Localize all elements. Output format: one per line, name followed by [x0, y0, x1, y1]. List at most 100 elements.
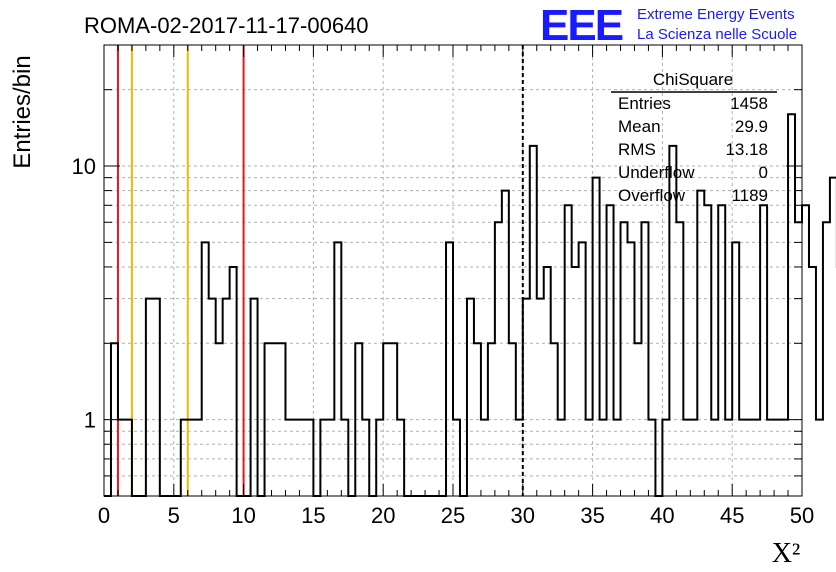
histogram-bin — [600, 420, 607, 496]
histogram-bin — [732, 242, 739, 496]
histogram-bin — [551, 343, 558, 496]
histogram-bin — [495, 222, 502, 496]
histogram-bin — [746, 420, 753, 496]
histogram-bin — [509, 343, 516, 496]
histogram-bin — [641, 222, 648, 496]
histogram-bin — [397, 420, 404, 496]
stats-value: 1189 — [731, 186, 768, 205]
histogram-bin — [195, 420, 202, 496]
histogram-bin — [376, 420, 383, 496]
histogram-bin — [774, 420, 781, 496]
x-tick-label: 40 — [650, 503, 674, 528]
histogram-bin — [544, 267, 551, 496]
stats-label: Mean — [618, 117, 661, 136]
histogram-bin — [230, 267, 237, 496]
histogram-bin — [816, 420, 823, 496]
x-tick-label: 15 — [301, 503, 325, 528]
histogram-bin — [621, 222, 628, 496]
histogram-bin — [690, 420, 697, 496]
histogram-bin — [453, 420, 460, 496]
histogram-bin — [383, 343, 390, 496]
stats-name: ChiSquare — [653, 70, 733, 89]
stats-label: Entries — [618, 94, 671, 113]
histogram-bin — [265, 343, 272, 496]
histogram-bin — [292, 420, 299, 496]
histogram-bin — [676, 222, 683, 496]
x-tick-label: 50 — [790, 503, 814, 528]
eee-logo: EEE Extreme Energy Events La Scienza nel… — [540, 1, 797, 50]
histogram-bin — [362, 420, 369, 496]
histogram-bin — [446, 242, 453, 496]
logo-line1: Extreme Energy Events — [637, 6, 795, 23]
histogram-bin — [767, 420, 774, 496]
histogram-bin — [209, 299, 216, 496]
x-tick-label: 25 — [441, 503, 465, 528]
stats-label: RMS — [618, 140, 656, 159]
x-tick-label: 10 — [231, 503, 255, 528]
histogram-bin — [502, 191, 509, 496]
histogram-bin — [628, 242, 635, 496]
histogram-bin — [320, 420, 327, 496]
histogram-bin — [327, 420, 334, 496]
histogram-bin — [634, 343, 641, 496]
x-tick-label: 30 — [511, 503, 535, 528]
histogram-bin — [558, 420, 565, 496]
histogram-bin — [299, 420, 306, 496]
histogram-bin — [648, 420, 655, 496]
histogram-bin — [390, 343, 397, 496]
histogram-bin — [516, 420, 523, 496]
x-tick-label: 0 — [98, 503, 110, 528]
histogram-bin — [523, 299, 530, 496]
histogram-bin — [711, 420, 718, 496]
histogram-bin — [481, 420, 488, 496]
histogram-bin — [662, 420, 669, 496]
histogram-bin — [739, 420, 746, 496]
histogram-bin — [725, 420, 732, 496]
histogram-bin — [188, 420, 195, 496]
histogram-bin — [488, 343, 495, 496]
stats-label: Underflow — [618, 163, 695, 182]
x-tick-label: 35 — [580, 503, 604, 528]
histogram-bin — [251, 299, 258, 496]
histogram-bin — [788, 114, 795, 496]
histogram-bin — [579, 242, 586, 496]
histogram-bin — [823, 222, 830, 496]
stats-label: Overflow — [618, 186, 686, 205]
x-tick-label: 5 — [168, 503, 180, 528]
histogram-bin — [530, 146, 537, 496]
histogram-bin — [272, 343, 279, 496]
y-tick-label: 10 — [72, 154, 96, 179]
histogram-bin — [697, 191, 704, 496]
y-tick-label: 1 — [84, 408, 96, 433]
histogram-bin — [781, 420, 788, 496]
histogram-bin — [334, 242, 341, 496]
histogram-bin — [586, 420, 593, 496]
logo-line2: La Scienza nelle Scuole — [637, 26, 797, 43]
y-axis-label: Entries/bin — [9, 55, 36, 168]
histogram-bin — [474, 343, 481, 496]
histogram-bin — [202, 242, 209, 496]
histogram-bin — [341, 420, 348, 496]
histogram-bin — [279, 343, 286, 496]
histogram-bin — [118, 420, 125, 496]
histogram-bin — [146, 299, 153, 496]
histogram-bin — [537, 299, 544, 496]
histogram-bin — [760, 205, 767, 496]
x-tick-label: 20 — [371, 503, 395, 528]
histogram-bin — [467, 299, 474, 496]
histogram-bin — [795, 222, 802, 496]
histogram-bin — [285, 420, 292, 496]
logo-mark: EEE — [540, 1, 623, 50]
x-axis-label: X² — [772, 538, 801, 569]
histogram-bin — [125, 420, 132, 496]
histogram-bin — [607, 205, 614, 496]
x-tick-label: 45 — [720, 503, 744, 528]
histogram-bin — [683, 420, 690, 496]
histogram-bin — [565, 205, 572, 496]
histogram-bin — [614, 420, 621, 496]
histogram-bin — [216, 343, 223, 496]
histogram-bin — [355, 343, 362, 496]
histogram-bin — [718, 205, 725, 496]
stats-value: 1458 — [730, 94, 768, 113]
